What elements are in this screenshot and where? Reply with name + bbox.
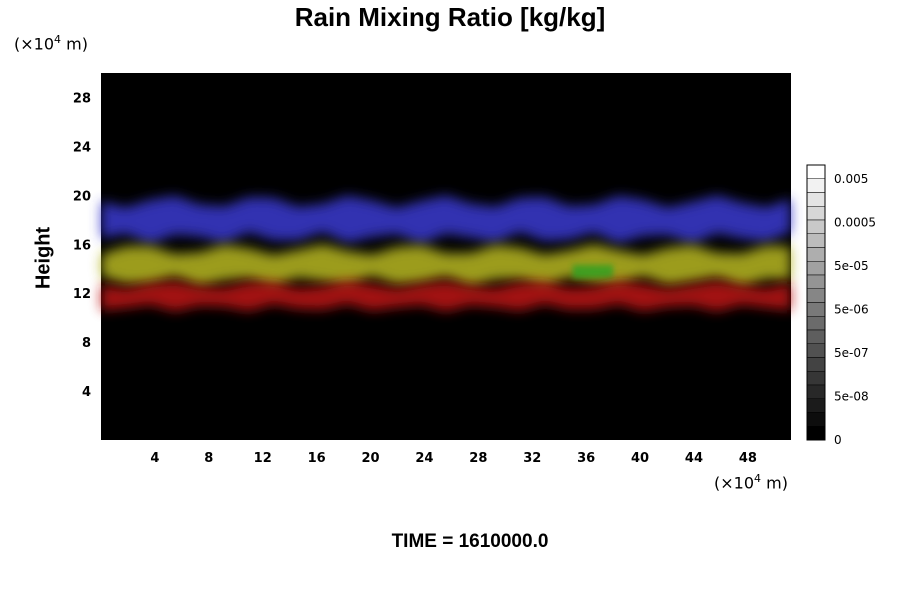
x-tick-label: 44 xyxy=(685,451,703,466)
colorbar-tick-label: 5e-05 xyxy=(834,259,869,273)
y-tick-label: 4 xyxy=(82,385,91,400)
x-tick-label: 36 xyxy=(577,451,595,466)
y-axis-unit: (×104 m) xyxy=(14,33,88,54)
colorbar-swatch xyxy=(806,206,826,221)
cloud-layer xyxy=(101,244,791,287)
x-tick-label: 4 xyxy=(150,451,159,466)
x-tick-label: 20 xyxy=(361,451,379,466)
colorbar-swatch xyxy=(806,192,826,207)
colorbar-swatch xyxy=(806,247,826,262)
x-tick-label: 40 xyxy=(631,451,649,466)
y-tick-label: 20 xyxy=(73,189,91,204)
colorbar-tick-label: 5e-07 xyxy=(834,346,869,360)
colorbar-swatch xyxy=(806,302,826,317)
colorbar-swatch xyxy=(806,178,826,193)
colorbar-tick-label: 0.005 xyxy=(834,172,868,186)
x-tick-label: 16 xyxy=(308,451,326,466)
colorbar-swatch xyxy=(806,164,826,179)
colorbar-swatch xyxy=(806,329,826,344)
cloud-layer xyxy=(572,262,614,281)
colorbar-swatch xyxy=(806,412,826,427)
x-tick-label: 24 xyxy=(415,451,433,466)
colorbar-swatch xyxy=(806,343,826,358)
colorbar-swatch xyxy=(806,426,826,441)
x-tick-label: 12 xyxy=(254,451,272,466)
cloud-layer xyxy=(101,281,791,312)
colorbar-tick-label: 0.0005 xyxy=(834,216,876,230)
y-tick-label: 24 xyxy=(73,140,91,155)
x-tick-label: 48 xyxy=(739,451,757,466)
colorbar-swatch xyxy=(806,371,826,386)
y-tick-label: 28 xyxy=(73,91,91,106)
colorbar-frame xyxy=(806,164,826,441)
x-tick-label: 28 xyxy=(469,451,487,466)
x-axis-unit: (×104 m) xyxy=(714,472,788,493)
colorbar-swatch xyxy=(806,288,826,303)
colorbar-swatch xyxy=(806,274,826,289)
x-tick-label: 8 xyxy=(204,451,213,466)
y-tick-label: 8 xyxy=(82,336,91,351)
x-tick-label: 32 xyxy=(523,451,541,466)
time-label: TIME = 1610000.0 xyxy=(391,531,549,552)
colorbar-tick-label: 5e-06 xyxy=(834,303,869,317)
colorbar-swatch xyxy=(806,357,826,372)
y-tick-label: 12 xyxy=(73,287,91,302)
colorbar-swatch xyxy=(806,233,826,248)
colorbar-swatch xyxy=(806,261,826,276)
colorbar-tick-label: 5e-08 xyxy=(834,390,869,404)
cloud-layer xyxy=(101,195,791,245)
chart-title: Rain Mixing Ratio [kg/kg] xyxy=(294,2,606,32)
colorbar-tick-label: 0 xyxy=(834,433,842,447)
colorbar-swatch xyxy=(806,219,826,234)
colorbar-swatch xyxy=(806,384,826,399)
colorbar-swatch xyxy=(806,316,826,331)
y-tick-label: 16 xyxy=(73,238,91,253)
colorbar-swatch xyxy=(806,398,826,413)
